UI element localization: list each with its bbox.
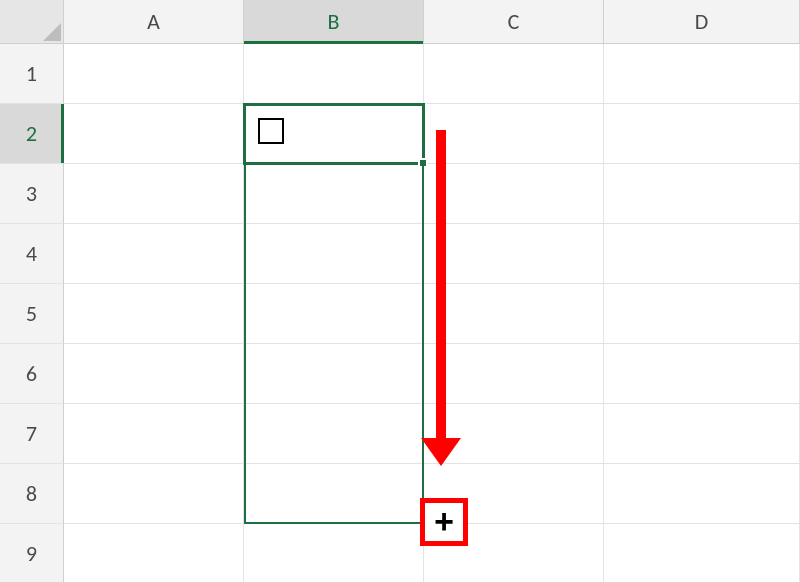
row-header-4[interactable]: 4 [0, 224, 64, 284]
row-header-label: 8 [26, 480, 37, 507]
row-1: 1 [0, 44, 800, 104]
cell-c8[interactable] [424, 464, 604, 524]
row-header-7[interactable]: 7 [0, 404, 64, 464]
row-header-label: 7 [26, 420, 37, 447]
cell-a8[interactable] [64, 464, 244, 524]
row-header-9[interactable]: 9 [0, 524, 64, 582]
cell-b7[interactable] [244, 404, 424, 464]
col-header-a[interactable]: A [64, 0, 244, 44]
cell-d5[interactable] [604, 284, 800, 344]
cell-c3[interactable] [424, 164, 604, 224]
cell-d3[interactable] [604, 164, 800, 224]
cell-b8[interactable] [244, 464, 424, 524]
row-header-5[interactable]: 5 [0, 284, 64, 344]
cell-b5[interactable] [244, 284, 424, 344]
cell-b1[interactable] [244, 44, 424, 104]
col-header-label: B [328, 8, 340, 35]
row-3: 3 [0, 164, 800, 224]
cell-c9[interactable] [424, 524, 604, 582]
col-header-d[interactable]: D [604, 0, 800, 44]
cell-a4[interactable] [64, 224, 244, 284]
cell-c5[interactable] [424, 284, 604, 344]
col-header-c[interactable]: C [424, 0, 604, 44]
row-header-label: 2 [26, 120, 37, 147]
cell-a5[interactable] [64, 284, 244, 344]
cell-c2[interactable] [424, 104, 604, 164]
row-6: 6 [0, 344, 800, 404]
cell-d7[interactable] [604, 404, 800, 464]
cell-d4[interactable] [604, 224, 800, 284]
row-header-6[interactable]: 6 [0, 344, 64, 404]
cell-b4[interactable] [244, 224, 424, 284]
row-header-1[interactable]: 1 [0, 44, 64, 104]
row-2: 2 [0, 104, 800, 164]
col-header-b[interactable]: B [244, 0, 424, 44]
cell-c6[interactable] [424, 344, 604, 404]
row-5: 5 [0, 284, 800, 344]
row-9: 9 [0, 524, 800, 582]
row-header-2[interactable]: 2 [0, 104, 64, 164]
row-8: 8 [0, 464, 800, 524]
cell-a7[interactable] [64, 404, 244, 464]
spreadsheet-grid[interactable]: A B C D 1 2 3 [0, 0, 800, 582]
col-header-label: D [695, 8, 709, 35]
col-header-label: C [508, 8, 520, 35]
fill-handle[interactable] [418, 158, 428, 168]
cell-b9[interactable] [244, 524, 424, 582]
column-header-row: A B C D [0, 0, 800, 44]
cell-d8[interactable] [604, 464, 800, 524]
cell-c1[interactable] [424, 44, 604, 104]
select-all-icon [43, 23, 61, 41]
row-header-3[interactable]: 3 [0, 164, 64, 224]
cell-b3[interactable] [244, 164, 424, 224]
row-header-label: 3 [26, 180, 37, 207]
checkbox-icon[interactable] [258, 118, 284, 144]
cell-a3[interactable] [64, 164, 244, 224]
cell-a2[interactable] [64, 104, 244, 164]
cell-b6[interactable] [244, 344, 424, 404]
col-header-label: A [147, 8, 160, 35]
select-all-corner[interactable] [0, 0, 64, 44]
cell-c7[interactable] [424, 404, 604, 464]
row-header-label: 6 [26, 360, 37, 387]
row-7: 7 [0, 404, 800, 464]
cell-a1[interactable] [64, 44, 244, 104]
row-header-label: 4 [26, 240, 37, 267]
row-header-label: 5 [26, 300, 37, 327]
cell-d2[interactable] [604, 104, 800, 164]
row-4: 4 [0, 224, 800, 284]
cell-c4[interactable] [424, 224, 604, 284]
row-header-label: 1 [26, 60, 37, 87]
row-header-label: 9 [26, 540, 37, 567]
cell-a9[interactable] [64, 524, 244, 582]
row-header-8[interactable]: 8 [0, 464, 64, 524]
cell-a6[interactable] [64, 344, 244, 404]
cell-d1[interactable] [604, 44, 800, 104]
cell-d9[interactable] [604, 524, 800, 582]
cell-d6[interactable] [604, 344, 800, 404]
